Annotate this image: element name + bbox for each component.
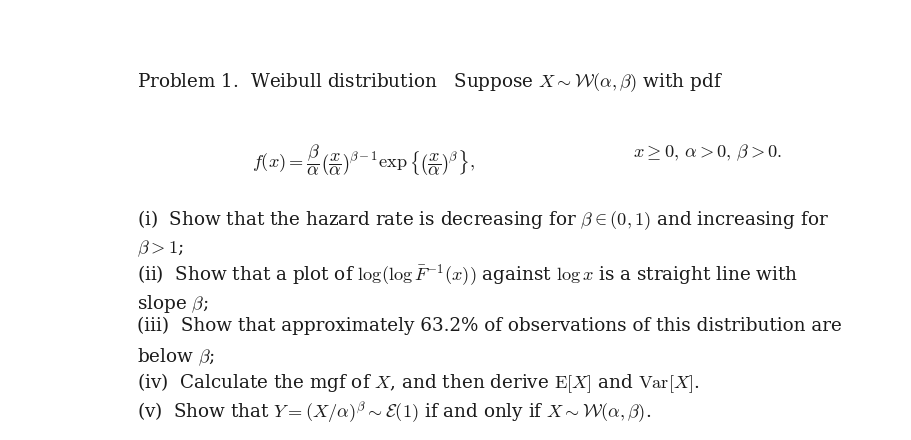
Text: $f(x) = \dfrac{\beta}{\alpha}\left(\dfrac{x}{\alpha}\right)^{\!\beta-1}\exp\left: $f(x) = \dfrac{\beta}{\alpha}\left(\dfra… <box>251 143 475 178</box>
Text: (i)  Show that the hazard rate is decreasing for $\beta \in (0,1)$ and increasin: (i) Show that the hazard rate is decreas… <box>138 209 829 232</box>
Text: (iv)  Calculate the mgf of $X$, and then derive $\mathrm{E}[X]$ and $\mathrm{Var: (iv) Calculate the mgf of $X$, and then … <box>138 371 700 395</box>
Text: (v)  Show that $Y = (X/\alpha)^{\beta} \sim \mathcal{E}(1)$ if and only if $X \s: (v) Show that $Y = (X/\alpha)^{\beta} \s… <box>138 400 651 425</box>
Text: slope $\beta$;: slope $\beta$; <box>138 293 209 315</box>
Text: (iii)  Show that approximately 63.2% of observations of this distribution are: (iii) Show that approximately 63.2% of o… <box>138 317 842 335</box>
Text: $x \geq 0,\, \alpha > 0,\, \beta > 0.$: $x \geq 0,\, \alpha > 0,\, \beta > 0.$ <box>633 143 783 163</box>
Text: $\beta > 1$;: $\beta > 1$; <box>138 238 184 259</box>
Text: (ii)  Show that a plot of $\log(\log \bar{F}^{-1}(x))$ against $\log x$ is a str: (ii) Show that a plot of $\log(\log \bar… <box>138 263 798 288</box>
Text: Problem 1.  Weibull distribution   Suppose $X \sim \mathcal{W}(\alpha, \beta)$ w: Problem 1. Weibull distribution Suppose … <box>138 71 723 94</box>
Text: below $\beta$;: below $\beta$; <box>138 347 215 368</box>
